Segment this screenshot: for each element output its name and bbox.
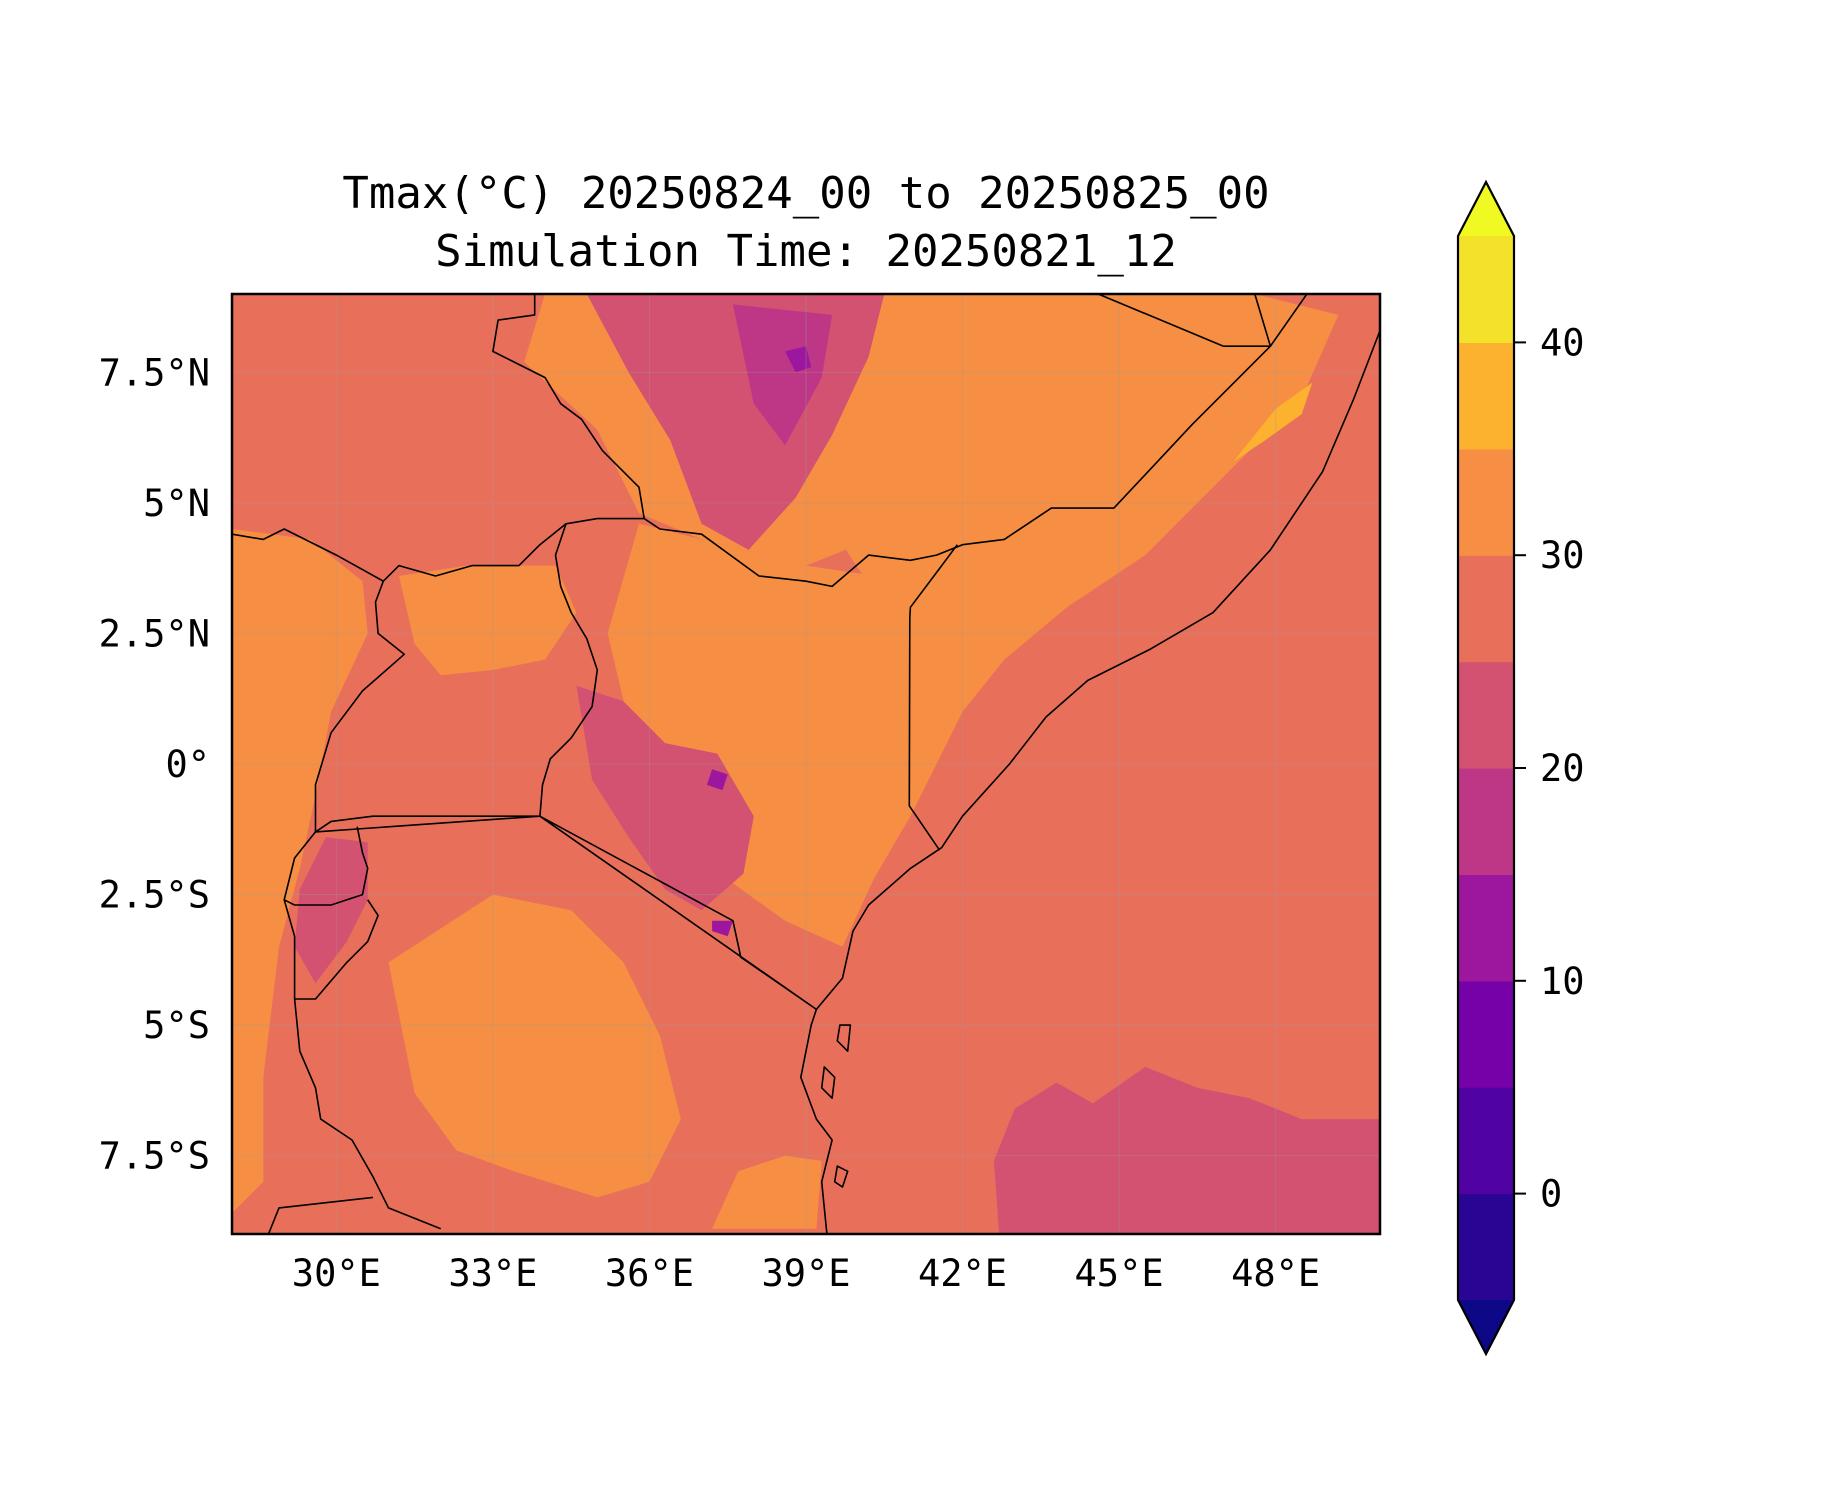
lat-tick-label: 5°S	[143, 1004, 210, 1047]
field-region-rwanda-burundi	[294, 837, 368, 984]
boundary-line	[293, 998, 441, 1230]
boundary-line	[314, 580, 405, 832]
boundary-line	[283, 899, 379, 1000]
map-frame	[230, 292, 1382, 1236]
boundary-line	[833, 1165, 849, 1188]
boundary-line	[908, 544, 958, 851]
colorbar-over-arrow	[1458, 182, 1514, 236]
field-region-drc-east	[232, 529, 368, 1214]
colorbar-tick-label: 10	[1540, 960, 1585, 1003]
boundary-line	[820, 1066, 836, 1099]
field-region-ethiopia-highland-cold	[732, 304, 833, 446]
boundary-line	[539, 815, 818, 1011]
boundary-line	[267, 1196, 373, 1234]
colorbar-tick-label: 30	[1540, 534, 1585, 577]
boundary-line	[492, 294, 645, 519]
colorbar	[1456, 179, 1516, 1357]
colorbar-band	[1458, 874, 1514, 982]
lon-tick-label: 45°E	[1075, 1252, 1164, 1295]
colorbar-tick-label: 0	[1540, 1173, 1562, 1216]
country-borders	[232, 294, 1380, 1234]
lon-tick-label: 33°E	[448, 1252, 537, 1295]
lon-tick-label: 39°E	[761, 1252, 850, 1295]
field-region-kenya-north	[607, 523, 911, 947]
boundary-line	[800, 330, 1380, 1234]
map-title: Tmax(°C) 20250824_00 to 20250825_00	[342, 168, 1270, 219]
boundary-line	[539, 523, 599, 817]
colorbar-band	[1458, 448, 1514, 556]
latitude-axis: 7.5°N 5°N 2.5°N 0° 2.5°S 5°S 7.5°S	[99, 351, 210, 1177]
temperature-field	[232, 294, 1380, 1234]
lat-tick-label: 7.5°N	[99, 351, 210, 394]
colorbar-tick-label: 20	[1540, 747, 1585, 790]
colorbar-band	[1458, 768, 1514, 875]
lat-tick-label: 2.5°S	[99, 874, 210, 917]
boundary-line	[643, 294, 1272, 588]
field-region-kenya-peak	[706, 769, 728, 791]
field-region-somalia-coast-hot	[1233, 382, 1313, 462]
boundary-line	[1097, 294, 1224, 347]
colorbar-band	[1458, 342, 1514, 450]
colorbar-under-arrow	[1458, 1300, 1514, 1354]
colorbar-band	[1458, 1087, 1514, 1195]
boundary-line	[836, 1024, 852, 1052]
lat-tick-label: 7.5°S	[99, 1135, 210, 1178]
colorbar-band	[1458, 980, 1514, 1088]
field-region-kenya-highlands	[576, 685, 754, 911]
field-region-ethiopia-peak	[785, 346, 812, 373]
colorbar-ticks: 0 10 20 30 40	[1514, 321, 1585, 1216]
field-region-tanzania-east	[712, 1155, 822, 1229]
lat-tick-label: 0°	[165, 743, 210, 786]
boundary-line	[283, 826, 369, 906]
field-region-sea-cool	[993, 1066, 1380, 1234]
lon-tick-label: 36°E	[605, 1252, 694, 1295]
lon-tick-label: 30°E	[292, 1252, 381, 1295]
colorbar-band	[1458, 661, 1514, 769]
colorbar-outline	[1456, 179, 1516, 1357]
lon-tick-label: 48°E	[1231, 1252, 1320, 1295]
longitude-axis: 30°E 33°E 36°E 39°E 42°E 45°E 48°E	[292, 1252, 1320, 1295]
field-region-sea	[800, 294, 1380, 1234]
colorbar-band	[1458, 236, 1514, 343]
map-gridlines	[232, 294, 1380, 1234]
field-region-tanzania-central	[388, 894, 681, 1198]
field-region-uganda-north	[399, 565, 577, 676]
lat-tick-label: 5°N	[143, 482, 210, 525]
map-subtitle: Simulation Time: 20250821_12	[435, 226, 1177, 277]
colorbar-band	[1458, 1193, 1514, 1301]
lon-tick-label: 42°E	[918, 1252, 1007, 1295]
boundary-line	[1269, 294, 1308, 347]
boundary-line	[314, 815, 541, 833]
field-region-kilimanjaro	[712, 920, 733, 937]
colorbar-band	[1458, 555, 1514, 663]
colorbar-tick-label: 40	[1540, 321, 1585, 364]
lat-tick-label: 2.5°N	[99, 612, 210, 655]
